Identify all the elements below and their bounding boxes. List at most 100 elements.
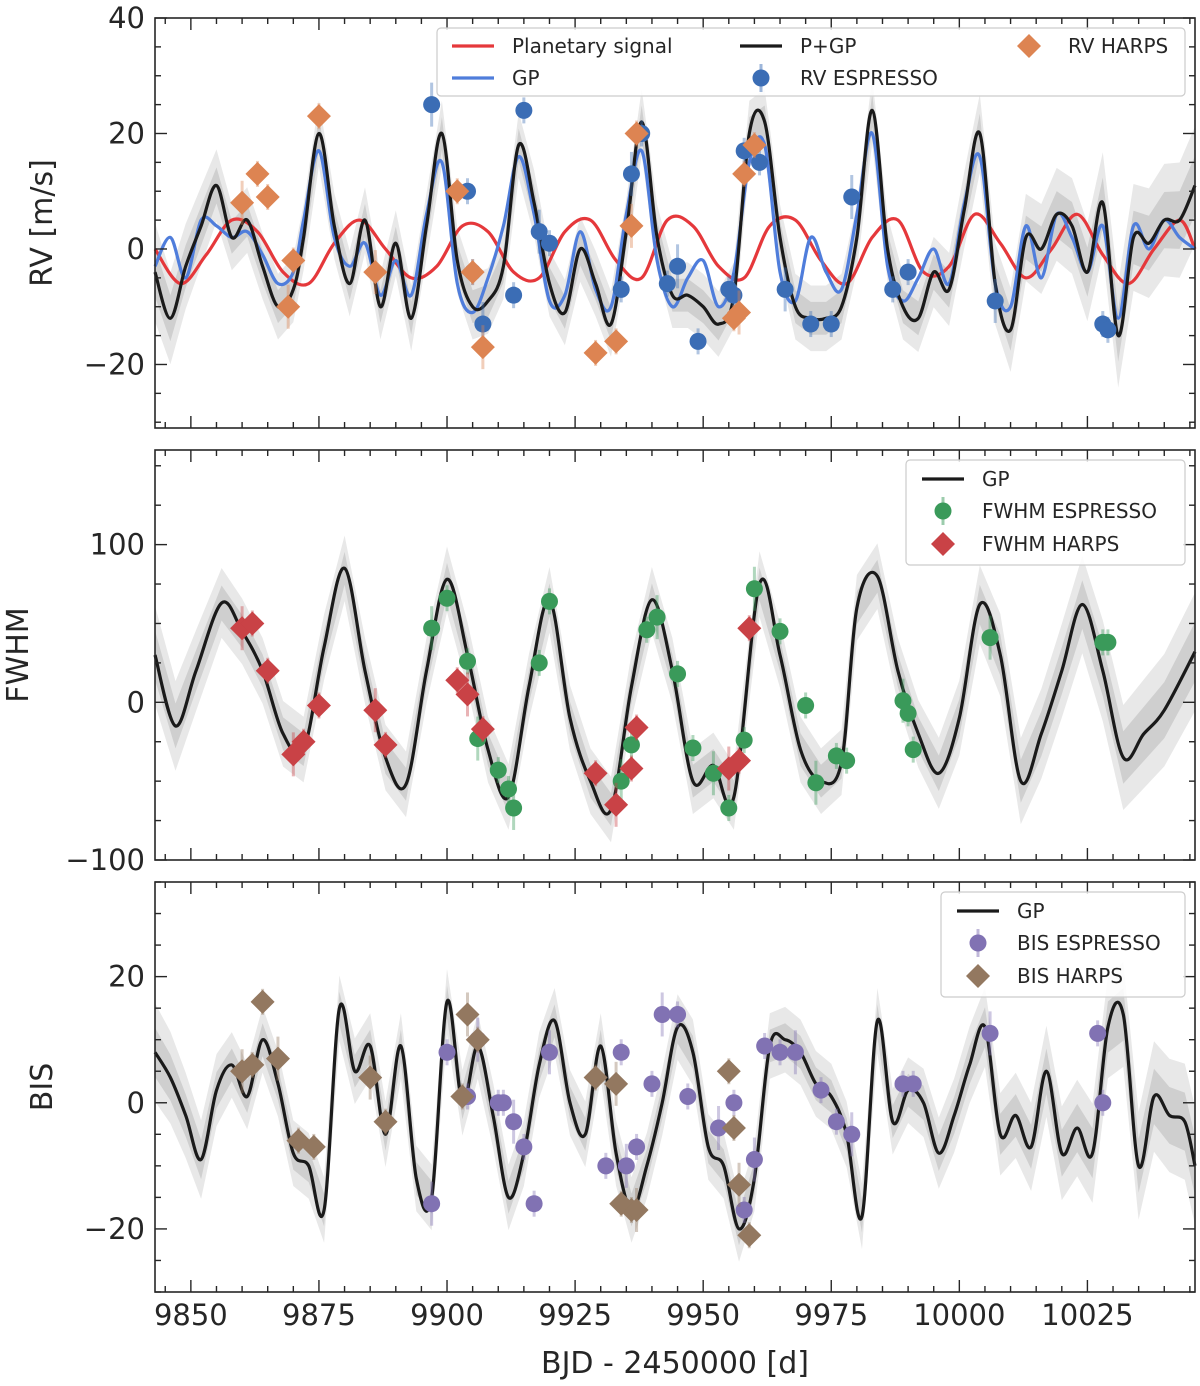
bis-point-1 xyxy=(597,1157,615,1175)
fwhm-point-1 xyxy=(622,736,640,754)
fwhm-point-1 xyxy=(807,774,825,792)
bis-point-1 xyxy=(756,1037,774,1055)
rv-point-3 xyxy=(1099,321,1117,339)
bis-ytick-label: 0 xyxy=(127,1086,145,1120)
fwhm-point-1 xyxy=(540,592,558,610)
rv-point-3 xyxy=(669,257,687,275)
rv-point-4 xyxy=(624,121,649,146)
rv-ytick-label: −20 xyxy=(84,347,145,381)
fwhm-point-2 xyxy=(240,611,265,636)
bis-legend-swatch xyxy=(966,964,990,988)
rv-point-4 xyxy=(245,161,270,186)
bis-ylabel: BIS xyxy=(25,1063,60,1111)
rv-line-2 xyxy=(153,108,1197,338)
fwhm-point-1 xyxy=(530,654,548,672)
rv-legend-swatch xyxy=(752,69,770,87)
bis-point-1 xyxy=(643,1075,661,1093)
rv-legend-label: GP xyxy=(512,66,540,90)
fwhm-ytick-label: 0 xyxy=(127,685,145,719)
rv-point-4 xyxy=(445,179,470,204)
xtick-label: 9950 xyxy=(666,1298,740,1332)
rv-point-3 xyxy=(899,263,917,281)
fwhm-point-1 xyxy=(459,652,477,670)
rv-point-3 xyxy=(658,275,676,293)
rv-point-4 xyxy=(230,190,255,215)
bis-point-2 xyxy=(455,1002,480,1027)
bis-point-1 xyxy=(771,1043,789,1061)
rv-point-4 xyxy=(727,300,752,325)
xtick-label: 9875 xyxy=(282,1298,356,1332)
fwhm-point-1 xyxy=(505,799,523,817)
rv-point-3 xyxy=(884,280,902,298)
rv-model-lines xyxy=(153,108,1197,338)
xtick-label: 9925 xyxy=(538,1298,612,1332)
bis-point-2 xyxy=(240,1052,265,1077)
rv-point-4 xyxy=(470,335,495,360)
fwhm-data-points xyxy=(230,566,1117,830)
rv-point-4 xyxy=(306,104,331,129)
bis-ytick-labels: −20 0 20 xyxy=(84,960,145,1246)
fwhm-point-2 xyxy=(455,682,480,707)
rv-point-4 xyxy=(619,213,644,238)
rv-point-3 xyxy=(843,188,861,206)
bis-point-1 xyxy=(745,1151,763,1169)
rv-legend-label: Planetary signal xyxy=(512,34,673,58)
bis-model-lines xyxy=(153,998,1197,1231)
rv-point-4 xyxy=(583,340,608,365)
fwhm-point-2 xyxy=(624,715,649,740)
bis-legend-swatch xyxy=(969,934,987,952)
bis-point-2 xyxy=(583,1065,608,1090)
rv-point-3 xyxy=(622,165,640,183)
fwhm-legend-label: GP xyxy=(982,467,1010,491)
bis-point-2 xyxy=(250,989,275,1014)
rv-ytick-label: 0 xyxy=(127,232,145,266)
rv-uncertainty-bands xyxy=(155,77,1195,388)
fwhm-plot-frame xyxy=(154,449,1196,861)
bis-point-2 xyxy=(624,1198,649,1222)
fwhm-point-1 xyxy=(612,772,630,790)
bis-legend-label: BIS ESPRESSO xyxy=(1017,931,1161,955)
xtick-label: 9900 xyxy=(410,1298,484,1332)
rv-point-4 xyxy=(363,260,388,285)
bis-point-2 xyxy=(737,1223,762,1248)
fwhm-point-2 xyxy=(373,732,398,757)
bis-tick-marks xyxy=(155,881,1195,1293)
bis-data-points xyxy=(230,988,1112,1249)
bis-point-2 xyxy=(358,1065,383,1090)
bis-point-1 xyxy=(710,1119,728,1137)
bis-point-2 xyxy=(301,1134,326,1159)
bis-point-2 xyxy=(716,1059,741,1084)
fwhm-point-2 xyxy=(255,658,280,683)
rv-legend-label: RV ESPRESSO xyxy=(800,66,938,90)
fwhm-point-2 xyxy=(583,761,608,786)
fwhm-point-1 xyxy=(684,739,702,757)
rv-legend-label: RV HARPS xyxy=(1068,34,1168,58)
rv-point-3 xyxy=(776,280,794,298)
fwhm-point-1 xyxy=(735,731,753,749)
fwhm-point-1 xyxy=(981,629,999,647)
bis-line-0 xyxy=(153,998,1197,1231)
fwhm-model-lines xyxy=(153,566,1197,816)
bis-point-2 xyxy=(373,1109,398,1134)
bis-ytick-label: 20 xyxy=(108,960,145,994)
rv-plot-frame xyxy=(154,17,1196,429)
rv-panel: −20 0 20 40 RV [m/s] Planetary signal GP P+GP… xyxy=(25,1,1197,429)
rv-point-4 xyxy=(276,294,301,319)
bis-legend-label: GP xyxy=(1017,899,1045,923)
fwhm-line-0 xyxy=(153,566,1197,816)
rv-point-3 xyxy=(505,286,523,304)
rv-ytick-label: 40 xyxy=(108,1,145,35)
rv-point-3 xyxy=(530,223,548,241)
fwhm-point-1 xyxy=(771,622,789,640)
fwhm-ytick-label: 100 xyxy=(90,528,145,562)
rv-legend: Planetary signal GP P+GP RV ESPRESSO RV HARP… xyxy=(436,27,1186,97)
bis-point-1 xyxy=(827,1113,845,1131)
bis-point-1 xyxy=(540,1043,558,1061)
fwhm-point-2 xyxy=(291,729,316,754)
bis-point-1 xyxy=(505,1113,523,1131)
rv-ytick-labels: −20 0 20 40 xyxy=(84,1,145,381)
bis-point-1 xyxy=(1089,1024,1107,1042)
fwhm-point-1 xyxy=(648,608,666,626)
fwhm-panel: −100 0 100 FWHM GP FWHM ESPRESSO FWHM HARPS xyxy=(1,449,1197,877)
